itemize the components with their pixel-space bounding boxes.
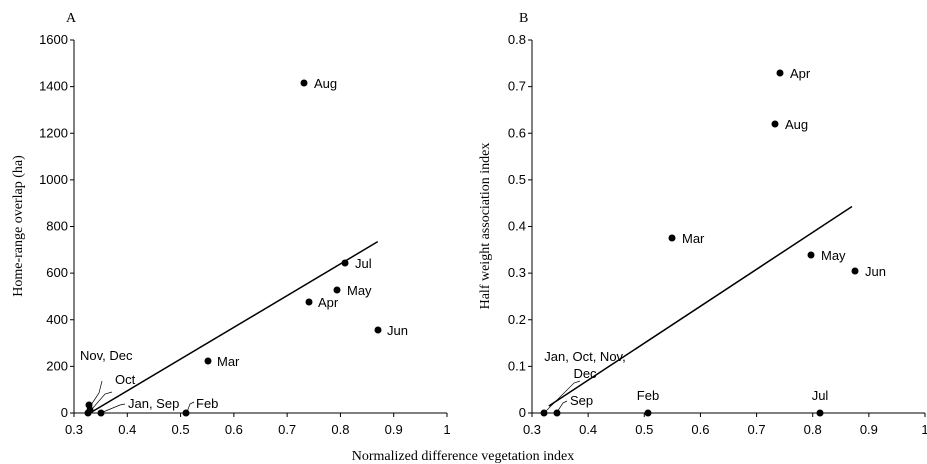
point-label-a-aug: Aug	[314, 76, 337, 91]
x-tick-label: 0.6	[691, 422, 709, 437]
x-tick-label: 0.4	[118, 422, 136, 437]
y-tick-label: 0.4	[508, 219, 526, 234]
y-axis-label-a: Home-range overlap (ha)	[11, 155, 26, 297]
y-tick-label: 0.7	[508, 79, 526, 94]
point-a-extra	[84, 409, 92, 417]
point-a-apr	[305, 298, 313, 306]
leader-line-jan-sep	[102, 403, 126, 413]
y-tick-label: 0	[519, 405, 526, 420]
x-tick-label: 0.8	[331, 422, 349, 437]
point-label-b-jun: Jun	[865, 264, 886, 279]
y-tick-label: 200	[46, 358, 68, 373]
y-tick-label: 0.1	[508, 358, 526, 373]
point-b-mar	[668, 234, 676, 242]
point-label-b-aug: Aug	[785, 117, 808, 132]
leader-line-sep	[556, 400, 568, 413]
point-label-b-jan-oct-nov-dec: Jan, Oct, Nov, Dec	[544, 349, 625, 381]
y-tick-label: 1400	[39, 79, 68, 94]
point-label-a-nov-dec: Nov, Dec	[80, 348, 133, 363]
point-a-jul	[341, 259, 349, 267]
tick-marks-a	[70, 39, 448, 417]
y-tick-label: 1000	[39, 172, 68, 187]
point-label-b-feb: Feb	[637, 388, 659, 403]
x-tick-label: 0.3	[65, 422, 83, 437]
x-axis-title: Normalized difference vegetation index	[352, 449, 574, 464]
x-tick-label: 1	[443, 422, 450, 437]
panel-label-b: B	[519, 11, 528, 26]
leader-line-feb	[186, 401, 195, 413]
y-tick-label: 1200	[39, 125, 68, 140]
x-tick-label: 0.7	[278, 422, 296, 437]
leader-line-nov-dec	[90, 380, 103, 406]
x-tick-label: 0.3	[523, 422, 541, 437]
x-tick-label: 0.5	[635, 422, 653, 437]
point-a-jun	[374, 326, 382, 334]
point-label-b-mar: Mar	[682, 231, 705, 246]
y-tick-label: 0.8	[508, 32, 526, 47]
point-label-a-may: May	[347, 283, 372, 298]
point-label-a-apr: Apr	[318, 295, 339, 310]
point-b-jun	[851, 267, 859, 275]
x-tick-labels-b: 0.3 0.4 0.5 0.6 0.7 0.8 0.9 1	[523, 422, 927, 437]
x-tick-label: 0.6	[225, 422, 243, 437]
y-tick-label: 0.6	[508, 125, 526, 140]
y-tick-label: 800	[46, 219, 68, 234]
y-tick-label: 0	[61, 405, 68, 420]
x-tick-label: 0.9	[860, 422, 878, 437]
y-tick-label: 0.5	[508, 172, 526, 187]
point-b-jul	[816, 409, 824, 417]
x-tick-label: 0.7	[748, 422, 766, 437]
x-tick-label: 0.8	[804, 422, 822, 437]
point-label-a-jan-sep: Jan, Sep	[128, 396, 179, 411]
x-tick-label: 0.4	[579, 422, 597, 437]
y-tick-label: 0.2	[508, 312, 526, 327]
y-tick-label: 400	[46, 312, 68, 327]
panel-label-a: A	[66, 11, 77, 26]
y-tick-label: 0.3	[508, 265, 526, 280]
y-tick-labels-b: 0 0.1 0.2 0.3 0.4 0.5 0.6 0.7 0.8	[508, 32, 526, 420]
x-tick-label: 0.9	[385, 422, 403, 437]
point-b-jan-oct-nov-dec	[540, 409, 548, 417]
point-a-may	[333, 286, 341, 294]
point-label-a-jul: Jul	[355, 256, 372, 271]
point-label-a-mar: Mar	[217, 354, 240, 369]
point-b-feb	[644, 409, 652, 417]
x-tick-labels-a: 0.3 0.4 0.5 0.6 0.7 0.8 0.9 1	[65, 422, 451, 437]
point-label-b-may: May	[821, 248, 846, 263]
point-label-b-apr: Apr	[790, 66, 811, 81]
y-tick-labels-a: 0 200 400 600 800 1000 1200 1400 1600	[39, 32, 68, 420]
point-label-b-sep: Sep	[570, 393, 593, 408]
point-b-sep	[553, 409, 561, 417]
x-tick-label: 0.5	[172, 422, 190, 437]
point-a-feb	[182, 409, 190, 417]
y-axis-label-b: Half weight association index	[478, 143, 493, 310]
point-b-apr	[776, 69, 784, 77]
point-b-may	[807, 251, 815, 259]
point-label-a-feb: Feb	[196, 396, 218, 411]
panel-b: B Half weight association index 00.10.20…	[478, 11, 927, 437]
point-label-b-jul: Jul	[812, 388, 829, 403]
leader-line-jan-oct-nov-dec	[544, 380, 581, 413]
trendline-a	[89, 241, 379, 414]
point-a-aug	[300, 79, 308, 87]
trendline-b	[548, 205, 853, 407]
x-tick-label: 1	[921, 422, 927, 437]
point-b-aug	[771, 120, 779, 128]
panel-a: A Home-range overlap (ha) 0 200 400 600 800 1…	[11, 11, 451, 437]
leader-line-oct	[91, 391, 113, 410]
y-tick-label: 600	[46, 265, 68, 280]
point-label-a-jun: Jun	[387, 323, 408, 338]
tick-marks-b	[528, 39, 926, 417]
point-a-mar	[204, 357, 212, 365]
y-tick-label: 1600	[39, 32, 68, 47]
point-label-a-oct: Oct	[115, 372, 136, 387]
point-a-jan-sep	[97, 409, 105, 417]
